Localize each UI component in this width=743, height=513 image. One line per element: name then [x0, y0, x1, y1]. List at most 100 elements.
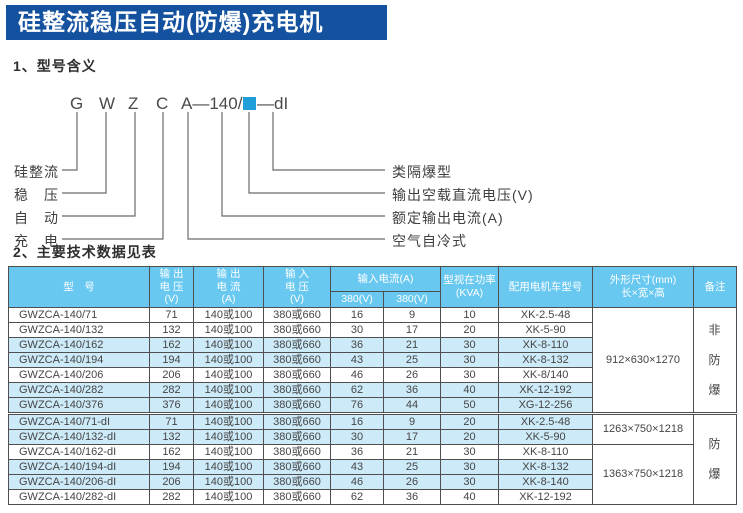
- cell-current-380-1: 30: [330, 428, 384, 445]
- cell-current-380-1: 62: [330, 488, 384, 505]
- model-code-G: G: [70, 94, 84, 113]
- cell-current-380-2: 25: [383, 458, 441, 475]
- cell-locomotive: XK-2.5-48: [498, 306, 593, 323]
- table-row: GWZCA-140/206 206 140或100 380或660 46 26 …: [8, 366, 737, 383]
- cell-current-380-2: 21: [383, 443, 441, 460]
- cell-input-voltage: 380或660: [263, 488, 331, 505]
- cell-apparent-power: 30: [440, 366, 499, 383]
- table-row: GWZCA-140/162 162 140或100 380或660 36 21 …: [8, 336, 737, 353]
- cell-input-voltage: 380或660: [263, 396, 331, 414]
- cell-apparent-power: 20: [440, 321, 499, 338]
- cell-output-voltage: 206: [149, 473, 194, 490]
- cell-locomotive: XK-8-110: [498, 336, 593, 353]
- cell-output-current: 140或100: [193, 411, 264, 430]
- model-meaning-diagram: G W Z C A—140/ —dI 硅整流 稳 压 自 动 充 电 类隔爆型 …: [0, 86, 620, 256]
- cell-output-voltage: 194: [149, 458, 194, 475]
- cell-current-380-1: 43: [330, 351, 384, 368]
- cell-model: GWZCA-140/376: [8, 396, 150, 414]
- cell-model: GWZCA-140/71-dI: [8, 411, 150, 430]
- table-row: GWZCA-140/194 194 140或100 380或660 43 25 …: [8, 351, 737, 368]
- cell-current-380-2: 17: [383, 428, 441, 445]
- cell-current-380-2: 17: [383, 321, 441, 338]
- diagram-label-silicon-rectifier: 硅整流: [14, 164, 59, 180]
- cell-current-380-1: 46: [330, 366, 384, 383]
- cell-locomotive: XK-8/140: [498, 366, 593, 383]
- model-code-A140: A—140/: [181, 94, 243, 113]
- cell-apparent-power: 30: [440, 458, 499, 475]
- model-code-C: C: [156, 94, 169, 113]
- diagram-connector-lines: [62, 112, 385, 240]
- cell-apparent-power: 30: [440, 473, 499, 490]
- cell-current-380-1: 36: [330, 443, 384, 460]
- table-row: GWZCA-140/282-dI 282 140或100 380或660 62 …: [8, 488, 737, 505]
- section-heading-tech-data: 2、主要技术数据见表: [13, 244, 157, 260]
- col-header-model: 型 号: [8, 266, 150, 308]
- cell-output-current: 140或100: [193, 381, 264, 398]
- col-header-apparent-power: 型视在功率 (KVA): [440, 266, 499, 308]
- table-row: GWZCA-140/132 132 140或100 380或660 30 17 …: [8, 321, 737, 338]
- cell-model: GWZCA-140/132: [8, 321, 150, 338]
- diagram-label-flameproof-class: 类隔爆型: [392, 164, 452, 180]
- cell-output-current: 140或100: [193, 443, 264, 460]
- cell-output-current: 140或100: [193, 321, 264, 338]
- table-row: GWZCA-140/376 376 140或100 380或660 76 44 …: [8, 396, 737, 414]
- cell-output-current: 140或100: [193, 336, 264, 353]
- cell-current-380-1: 16: [330, 306, 384, 323]
- cell-current-380-2: 36: [383, 381, 441, 398]
- cell-model: GWZCA-140/282: [8, 381, 150, 398]
- cell-current-380-1: 62: [330, 381, 384, 398]
- diagram-label-no-load-voltage: 输出空载直流电压(V): [392, 187, 534, 203]
- cell-output-voltage: 282: [149, 488, 194, 505]
- cell-output-voltage: 71: [149, 306, 194, 323]
- cell-locomotive: XK-8-140: [498, 473, 593, 490]
- cell-current-380-1: 76: [330, 396, 384, 414]
- cell-dimensions: 1263×750×1218: [592, 411, 694, 445]
- diagram-label-voltage-stabilized: 稳 压: [14, 187, 59, 203]
- cell-input-voltage: 380或660: [263, 473, 331, 490]
- cell-locomotive: XK-5-90: [498, 321, 593, 338]
- section-heading-model-meaning: 1、型号含义: [13, 58, 97, 74]
- cell-locomotive: XG-12-256: [498, 396, 593, 414]
- cell-output-voltage: 376: [149, 396, 194, 414]
- cell-apparent-power: 40: [440, 488, 499, 505]
- col-header-dimensions: 外形尺寸(mm) 长×宽×高: [592, 266, 694, 308]
- cell-remark: 非 防 爆: [693, 306, 737, 414]
- cell-locomotive: XK-5-90: [498, 428, 593, 445]
- cell-output-current: 140或100: [193, 458, 264, 475]
- cell-model: GWZCA-140/194: [8, 351, 150, 368]
- col-subheader-380v-1: 380(V): [330, 291, 384, 308]
- cell-current-380-2: 26: [383, 473, 441, 490]
- cell-output-current: 140或100: [193, 306, 264, 323]
- cell-model: GWZCA-140/194-dI: [8, 458, 150, 475]
- cell-input-voltage: 380或660: [263, 366, 331, 383]
- table-row: GWZCA-140/71 71 140或100 380或660 16 9 10 …: [8, 306, 737, 414]
- cell-current-380-2: 44: [383, 396, 441, 414]
- cell-current-380-2: 9: [383, 306, 441, 323]
- cell-model: GWZCA-140/206-dI: [8, 473, 150, 490]
- model-code-W: W: [99, 94, 116, 113]
- cell-output-current: 140或100: [193, 366, 264, 383]
- cell-locomotive: XK-8-132: [498, 458, 593, 475]
- table-row: GWZCA-140/194-dI 194 140或100 380或660 43 …: [8, 458, 737, 475]
- cell-input-voltage: 380或660: [263, 428, 331, 445]
- cell-locomotive: XK-8-110: [498, 443, 593, 460]
- cell-output-voltage: 71: [149, 411, 194, 430]
- cell-output-current: 140或100: [193, 428, 264, 445]
- cell-dimensions: 1363×750×1218: [592, 443, 694, 505]
- cell-input-voltage: 380或660: [263, 351, 331, 368]
- cell-current-380-1: 16: [330, 411, 384, 430]
- cell-output-voltage: 162: [149, 443, 194, 460]
- col-header-output-current: 输 出 电 流 (A): [193, 266, 264, 308]
- cell-apparent-power: 40: [440, 381, 499, 398]
- cell-current-380-1: 30: [330, 321, 384, 338]
- col-header-remark: 备注: [693, 266, 737, 308]
- cell-locomotive: XK-12-192: [498, 381, 593, 398]
- cell-locomotive: XK-12-192: [498, 488, 593, 505]
- cell-current-380-2: 21: [383, 336, 441, 353]
- cell-output-voltage: 132: [149, 428, 194, 445]
- table-row: GWZCA-140/162-dI 162 140或100 380或660 36 …: [8, 443, 737, 505]
- cell-output-voltage: 206: [149, 366, 194, 383]
- cell-current-380-1: 43: [330, 458, 384, 475]
- cell-apparent-power: 50: [440, 396, 499, 414]
